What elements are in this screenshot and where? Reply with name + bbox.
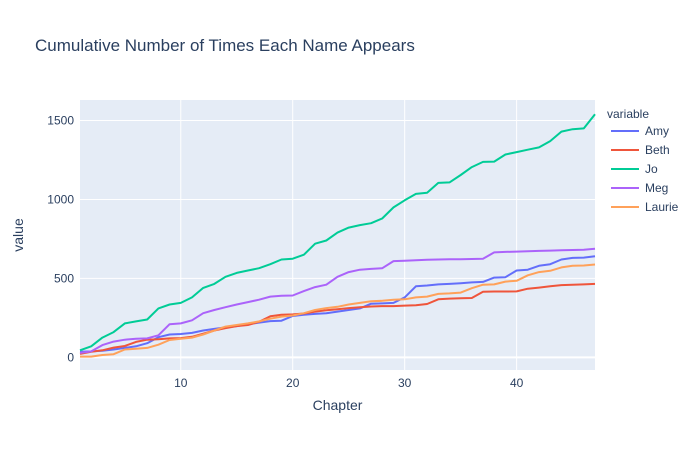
series-line-meg <box>79 247 596 354</box>
series-line-beth <box>79 282 596 355</box>
y-tick-label: 1500 <box>47 114 74 128</box>
legend-label: Laurie <box>645 200 679 214</box>
grid-lines <box>80 100 595 370</box>
legend-label: Beth <box>645 143 670 157</box>
series-line-jo <box>79 113 596 352</box>
x-tick-label: 40 <box>510 376 524 390</box>
x-tick-label: 10 <box>174 376 188 390</box>
series-line-amy <box>79 255 596 353</box>
legend-label: Jo <box>645 162 658 176</box>
y-tick-labels: 0 500 1000 1500 <box>47 114 74 365</box>
legend-item-beth[interactable]: Beth <box>611 143 670 157</box>
legend-items[interactable]: Amy Beth Jo Meg Laurie <box>611 124 679 214</box>
x-tick-label: 30 <box>398 376 412 390</box>
legend-item-amy[interactable]: Amy <box>611 124 669 138</box>
series-line-laurie <box>80 263 596 358</box>
legend-label: Meg <box>645 181 668 195</box>
x-axis-label: Chapter <box>313 397 363 413</box>
legend-item-meg[interactable]: Meg <box>611 181 668 195</box>
x-tick-labels: 10 20 30 40 <box>174 376 524 390</box>
legend-label: Amy <box>645 124 669 138</box>
y-tick-label: 0 <box>67 350 74 364</box>
x-tick-label: 20 <box>286 376 300 390</box>
legend-item-laurie[interactable]: Laurie <box>611 200 679 214</box>
legend-title: variable <box>607 107 649 121</box>
legend[interactable]: variable Amy Beth Jo Meg Laurie <box>607 107 679 214</box>
y-axis-label: value <box>10 218 26 252</box>
plot-area <box>80 100 595 370</box>
legend-item-jo[interactable]: Jo <box>611 162 658 176</box>
y-tick-label: 1000 <box>47 192 74 206</box>
chart-title: Cumulative Number of Times Each Name App… <box>35 36 415 55</box>
y-tick-label: 500 <box>54 271 74 285</box>
series-lines <box>79 113 596 358</box>
